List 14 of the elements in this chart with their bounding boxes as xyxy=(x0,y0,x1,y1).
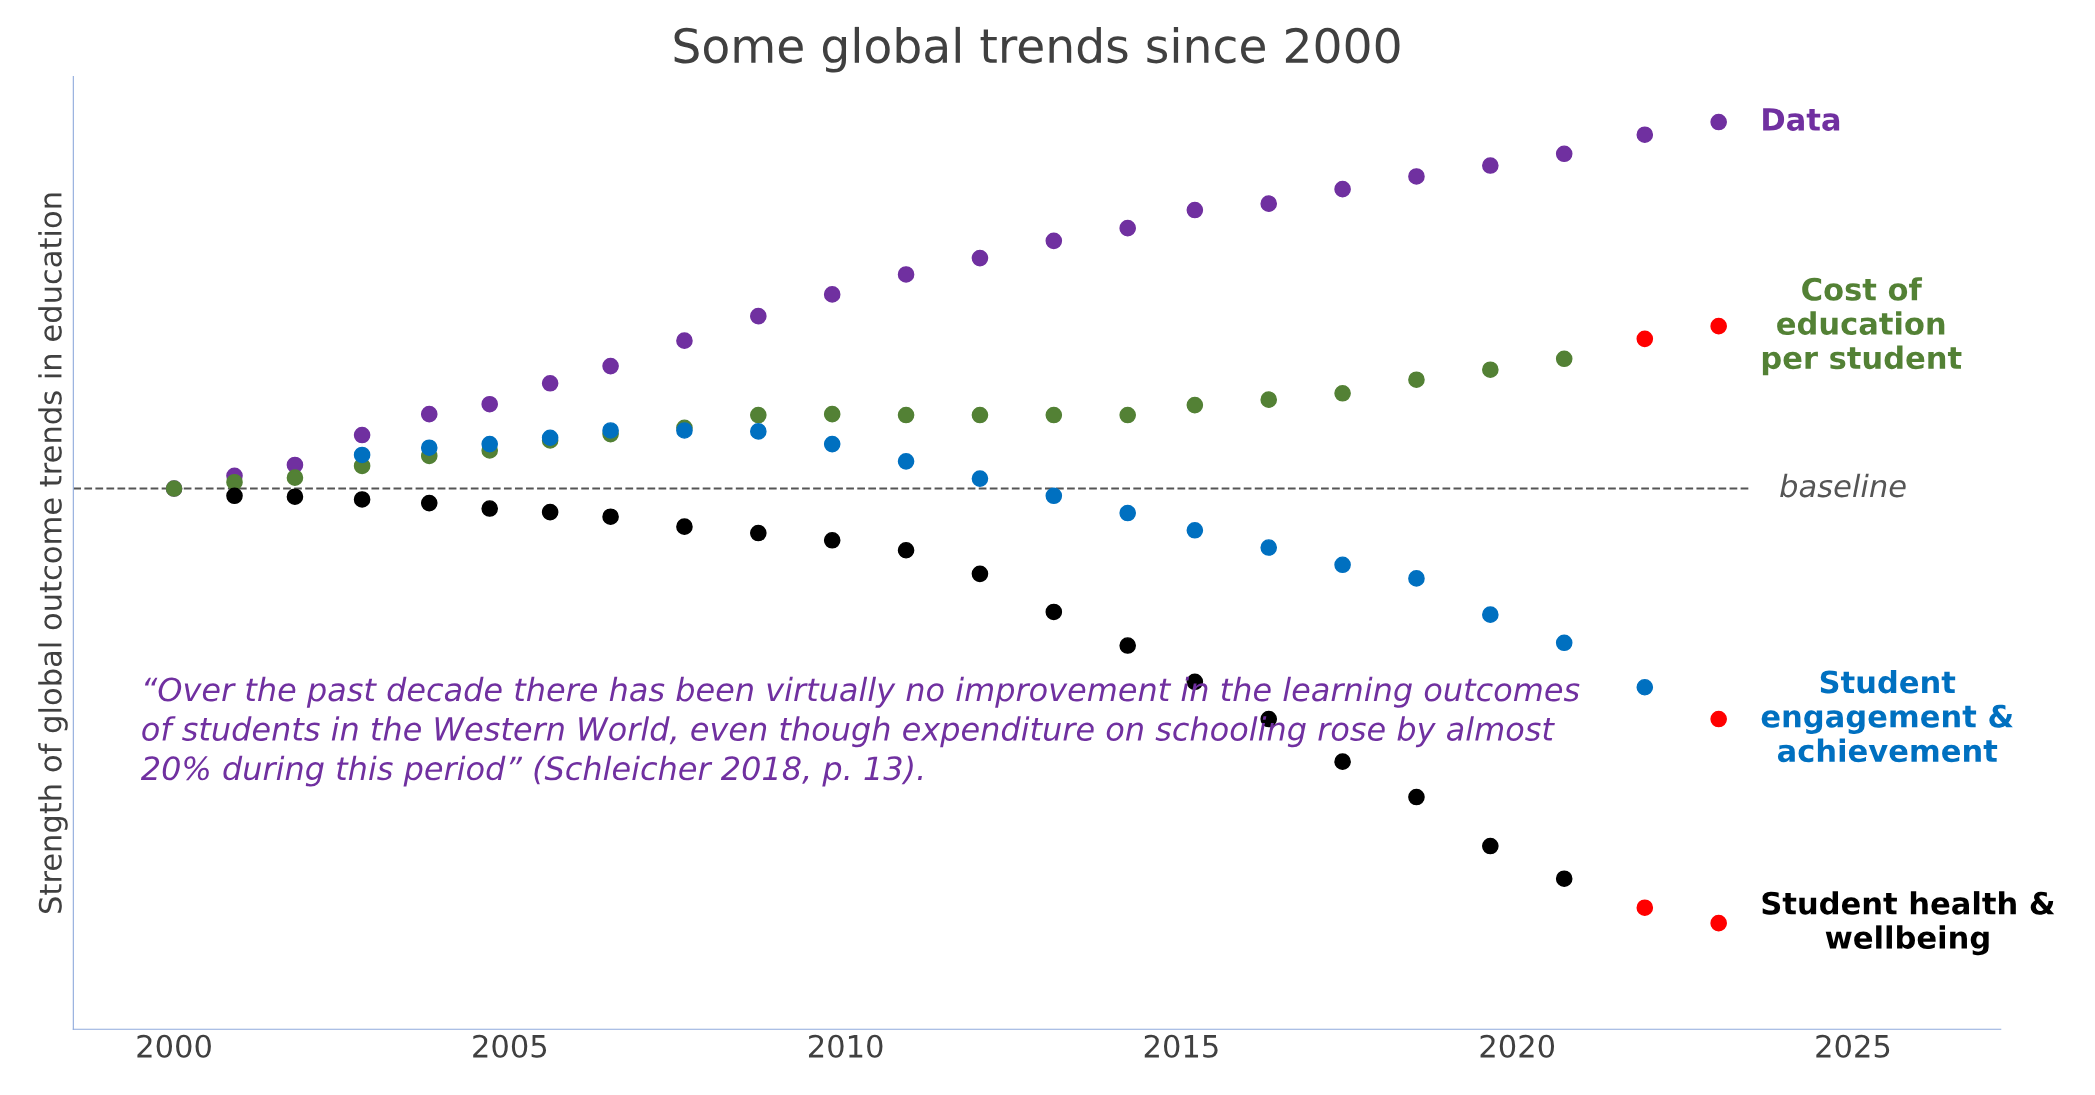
ref-line-label: baseline xyxy=(1780,473,1906,498)
series-label: Student health & wellbeing xyxy=(1762,891,2055,956)
chart-title: Some global trends since 2000 xyxy=(674,26,1400,73)
series-label: Data xyxy=(1763,108,1840,131)
x-tick-label: 2005 xyxy=(473,1034,547,1058)
x-tick-label: 2010 xyxy=(808,1034,883,1058)
series-label: Student engagement & achievement xyxy=(1761,669,2013,763)
x-tick-label: 2020 xyxy=(1480,1034,1555,1058)
x-tick-label: 2000 xyxy=(137,1034,211,1058)
x-tick-label: 2015 xyxy=(1144,1034,1218,1058)
y-axis-title: Strength of global outcome trends in education xyxy=(38,193,68,913)
x-tick-label: 2025 xyxy=(1816,1034,1890,1058)
annotation: “Over the past decade there has been virtually no improvement in the learning outcomes of students in the Western World, even though expenditure on schooling rose by almost 20% during this period” (Schleicher 2018, p. 13). xyxy=(140,676,1580,787)
series-label: Cost of education per student xyxy=(1762,277,1962,376)
